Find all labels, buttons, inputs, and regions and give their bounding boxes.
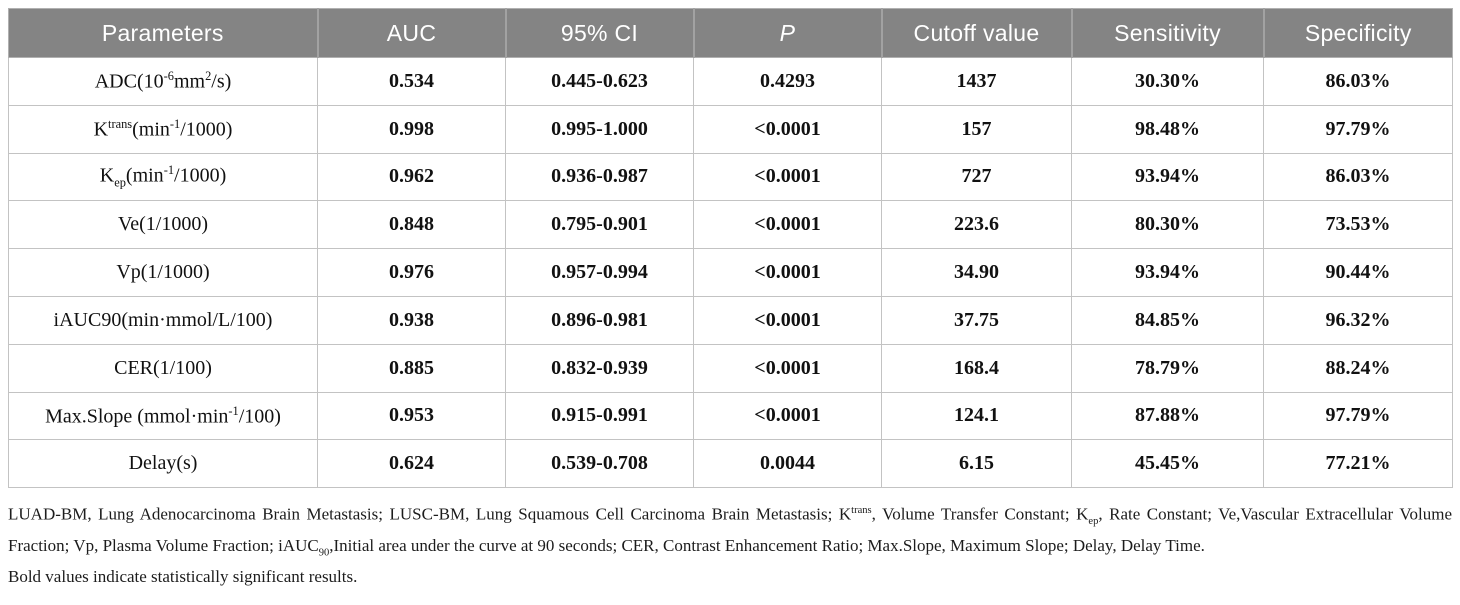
cell-parameter: CER(1/100) <box>8 343 318 393</box>
table-row: Kep(min-1/1000) 0.962 0.936-0.987 <0.000… <box>8 152 1453 202</box>
cell-auc: 0.953 <box>317 391 506 441</box>
cell-ci: 0.995-1.000 <box>505 104 694 154</box>
table-row: Vp(1/1000) 0.976 0.957-0.994 <0.0001 34.… <box>8 248 1453 297</box>
table-row: Ktrans(min-1/1000) 0.998 0.995-1.000 <0.… <box>8 104 1453 154</box>
col-header-auc: AUC <box>316 8 506 58</box>
cell-p: <0.0001 <box>693 391 882 441</box>
cell-auc: 0.534 <box>317 57 506 106</box>
cell-parameter: Ktrans(min-1/1000) <box>8 104 318 154</box>
col-header-p: P <box>692 8 882 58</box>
cell-sensitivity: 84.85% <box>1071 295 1264 345</box>
cell-p: <0.0001 <box>693 104 882 154</box>
cell-cutoff: 727 <box>881 152 1072 202</box>
cell-sensitivity: 93.94% <box>1071 152 1264 202</box>
cell-parameter: iAUC90(min·mmol/L/100) <box>8 295 318 345</box>
cell-cutoff: 37.75 <box>881 295 1072 345</box>
table-footnotes: LUAD-BM, Lung Adenocarcinoma Brain Metas… <box>8 499 1452 588</box>
cell-specificity: 86.03% <box>1263 57 1453 106</box>
cell-p: <0.0001 <box>693 200 882 250</box>
cell-ci: 0.832-0.939 <box>505 343 694 393</box>
cell-specificity: 77.21% <box>1263 439 1453 489</box>
cell-ci: 0.445-0.623 <box>505 57 694 106</box>
cell-p: 0.4293 <box>693 57 882 106</box>
cell-p: <0.0001 <box>693 248 882 297</box>
col-header-parameters: Parameters <box>8 8 318 58</box>
cell-specificity: 73.53% <box>1263 200 1453 250</box>
col-header-sensitivity: Sensitivity <box>1070 8 1264 58</box>
cell-auc: 0.848 <box>317 200 506 250</box>
cell-cutoff: 34.90 <box>881 248 1072 297</box>
cell-cutoff: 124.1 <box>881 391 1072 441</box>
table-row: CER(1/100) 0.885 0.832-0.939 <0.0001 168… <box>8 343 1453 393</box>
cell-auc: 0.938 <box>317 295 506 345</box>
cell-specificity: 86.03% <box>1263 152 1453 202</box>
cell-ci: 0.936-0.987 <box>505 152 694 202</box>
cell-p: <0.0001 <box>693 295 882 345</box>
cell-parameter: Vp(1/1000) <box>8 248 318 297</box>
cell-parameter: Max.Slope (mmol·min-1/100) <box>8 391 318 441</box>
roc-parameters-table: Parameters AUC 95% CI P Cutoff value Sen… <box>8 8 1453 489</box>
cell-sensitivity: 80.30% <box>1071 200 1264 250</box>
cell-ci: 0.896-0.981 <box>505 295 694 345</box>
cell-ci: 0.539-0.708 <box>505 439 694 489</box>
col-header-specificity: Specificity <box>1262 8 1453 58</box>
table-header: Parameters AUC 95% CI P Cutoff value Sen… <box>8 8 1453 58</box>
bold-values-note: Bold values indicate statistically signi… <box>8 566 358 586</box>
cell-ci: 0.957-0.994 <box>505 248 694 297</box>
col-header-ci: 95% CI <box>504 8 694 58</box>
table-row: iAUC90(min·mmol/L/100) 0.938 0.896-0.981… <box>8 295 1453 345</box>
cell-parameter: Kep(min-1/1000) <box>8 152 318 202</box>
cell-specificity: 90.44% <box>1263 248 1453 297</box>
cell-p: 0.0044 <box>693 439 882 489</box>
table-row: Delay(s) 0.624 0.539-0.708 0.0044 6.15 4… <box>8 439 1453 489</box>
cell-sensitivity: 93.94% <box>1071 248 1264 297</box>
cell-specificity: 88.24% <box>1263 343 1453 393</box>
abbreviations-note: LUAD-BM, Lung Adenocarcinoma Brain Metas… <box>8 504 1452 559</box>
cell-auc: 0.962 <box>317 152 506 202</box>
cell-p: <0.0001 <box>693 152 882 202</box>
cell-p: <0.0001 <box>693 343 882 393</box>
cell-cutoff: 1437 <box>881 57 1072 106</box>
cell-parameter: Delay(s) <box>8 439 318 489</box>
table-row: Ve(1/1000) 0.848 0.795-0.901 <0.0001 223… <box>8 200 1453 250</box>
cell-cutoff: 6.15 <box>881 439 1072 489</box>
cell-auc: 0.624 <box>317 439 506 489</box>
cell-sensitivity: 30.30% <box>1071 57 1264 106</box>
cell-parameter: ADC(10-6mm2/s) <box>8 57 318 106</box>
cell-specificity: 96.32% <box>1263 295 1453 345</box>
cell-ci: 0.795-0.901 <box>505 200 694 250</box>
cell-cutoff: 168.4 <box>881 343 1072 393</box>
cell-ci: 0.915-0.991 <box>505 391 694 441</box>
cell-parameter: Ve(1/1000) <box>8 200 318 250</box>
cell-sensitivity: 98.48% <box>1071 104 1264 154</box>
cell-specificity: 97.79% <box>1263 104 1453 154</box>
cell-cutoff: 157 <box>881 104 1072 154</box>
cell-specificity: 97.79% <box>1263 391 1453 441</box>
table-row: ADC(10-6mm2/s) 0.534 0.445-0.623 0.4293 … <box>8 57 1453 106</box>
cell-auc: 0.885 <box>317 343 506 393</box>
cell-auc: 0.998 <box>317 104 506 154</box>
table-body: ADC(10-6mm2/s) 0.534 0.445-0.623 0.4293 … <box>8 57 1453 489</box>
cell-sensitivity: 45.45% <box>1071 439 1264 489</box>
table-row: Max.Slope (mmol·min-1/100) 0.953 0.915-0… <box>8 391 1453 441</box>
col-header-cutoff: Cutoff value <box>880 8 1072 58</box>
header-row: Parameters AUC 95% CI P Cutoff value Sen… <box>8 8 1453 58</box>
cell-cutoff: 223.6 <box>881 200 1072 250</box>
cell-sensitivity: 78.79% <box>1071 343 1264 393</box>
cell-sensitivity: 87.88% <box>1071 391 1264 441</box>
cell-auc: 0.976 <box>317 248 506 297</box>
